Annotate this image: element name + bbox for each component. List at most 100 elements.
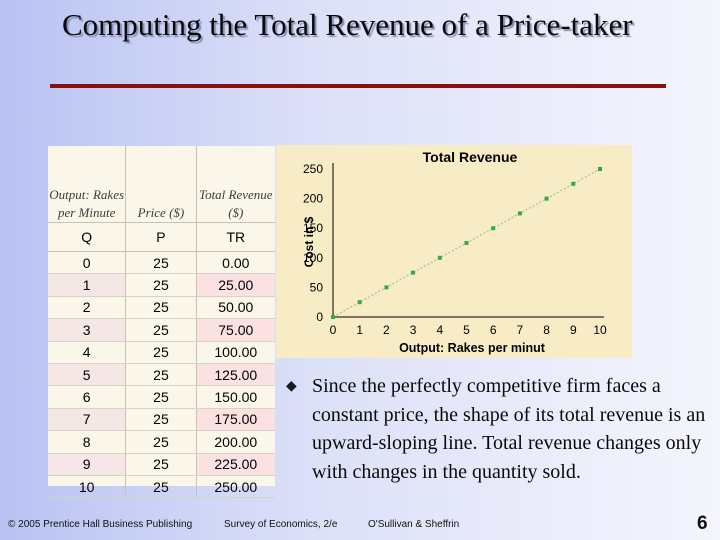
cell-tr: 175.00 xyxy=(196,408,275,432)
table-body: 0 25 0.00 1 25 25.00 2 25 50.00 3 25 75.00 4 25 100.00… xyxy=(48,251,275,499)
cell-tr: 100.00 xyxy=(196,341,275,364)
footer-book: Survey of Economics, 2/e xyxy=(224,519,338,530)
y-axis-label: Cost in $ xyxy=(302,216,316,267)
cell-p: 25 xyxy=(125,318,197,342)
footer-publisher: © 2005 Prentice Hall Business Publishing xyxy=(8,519,193,530)
cell-q: 5 xyxy=(48,363,127,387)
column-q: Q xyxy=(48,222,127,252)
table-row: 0 25 0.00 xyxy=(48,251,275,275)
cell-tr: 0.00 xyxy=(196,251,275,275)
slide-title: Computing the Total Revenue of a Price-t… xyxy=(62,7,633,42)
x-tick-label: 5 xyxy=(463,323,470,337)
y-tick-label: 250 xyxy=(303,162,323,176)
cell-tr: 200.00 xyxy=(196,430,275,454)
cell-q: 8 xyxy=(48,430,127,454)
x-tick-label: 2 xyxy=(383,323,390,337)
total-revenue-chart: Total Revenue Cost in $ Output: Rakes pe… xyxy=(276,145,632,358)
cell-tr: 225.00 xyxy=(196,453,275,476)
column-p: P xyxy=(125,222,197,252)
cell-p: 25 xyxy=(125,430,197,454)
revenue-table-panel: Output: Rakes per Minute Price ($) Total… xyxy=(48,146,275,499)
cell-p: 25 xyxy=(125,251,197,275)
cell-q: 9 xyxy=(48,453,127,476)
cell-q: 3 xyxy=(48,318,127,342)
x-axis-label: Output: Rakes per minut xyxy=(399,341,546,355)
page-number: 6 xyxy=(697,513,708,534)
table-row: 6 25 150.00 xyxy=(48,385,275,409)
table-row: 7 25 175.00 xyxy=(48,408,275,432)
cell-tr: 250.00 xyxy=(196,475,275,499)
table-row: 10 25 250.00 xyxy=(48,475,275,499)
table-row: 1 25 25.00 xyxy=(48,273,275,297)
column-tr: TR xyxy=(196,222,275,252)
x-tick-label: 4 xyxy=(436,323,443,337)
y-tick-label: 200 xyxy=(303,192,323,206)
data-point xyxy=(411,270,416,275)
x-tick-label: 10 xyxy=(593,323,607,337)
cell-q: 0 xyxy=(48,251,127,275)
table-row: 2 25 50.00 xyxy=(48,296,275,320)
cell-q: 6 xyxy=(48,385,127,409)
table-column-row: Q P TR xyxy=(48,222,275,252)
cell-p: 25 xyxy=(125,408,197,432)
footer-authors: O'Sullivan & Sheffrin xyxy=(368,519,460,530)
y-tick-label: 100 xyxy=(303,251,323,265)
cell-p: 25 xyxy=(125,341,197,364)
cell-p: 25 xyxy=(125,475,197,499)
x-tick-label: 3 xyxy=(410,323,417,337)
cell-tr: 75.00 xyxy=(196,318,275,342)
header-price: Price ($) xyxy=(125,146,197,223)
cell-p: 25 xyxy=(125,385,197,409)
table-row: 4 25 100.00 xyxy=(48,341,275,364)
cell-q: 10 xyxy=(48,475,127,499)
y-tick-label: 0 xyxy=(316,310,323,324)
chart-background xyxy=(276,145,632,358)
title-underline xyxy=(50,84,666,88)
revenue-table: Output: Rakes per Minute Price ($) Total… xyxy=(48,146,275,499)
data-point xyxy=(331,315,335,319)
x-tick-label: 0 xyxy=(330,323,337,337)
data-point xyxy=(517,211,522,216)
x-tick-label: 1 xyxy=(356,323,363,337)
y-tick-label: 150 xyxy=(303,221,323,235)
diamond-bullet-icon: ◆ xyxy=(286,377,297,393)
data-point xyxy=(544,196,549,201)
data-point xyxy=(357,300,362,305)
data-point xyxy=(598,167,602,171)
cell-p: 25 xyxy=(125,453,197,476)
chart-svg: Total Revenue Cost in $ Output: Rakes pe… xyxy=(276,145,632,358)
data-point xyxy=(491,226,496,231)
table-row: 8 25 200.00 xyxy=(48,430,275,454)
table-header-row: Output: Rakes per Minute Price ($) Total… xyxy=(48,146,275,223)
table-row: 9 25 225.00 xyxy=(48,453,275,476)
x-tick-label: 9 xyxy=(570,323,577,337)
data-point xyxy=(464,241,469,245)
header-total-revenue: Total Revenue ($) xyxy=(196,146,275,223)
bullet-text: Since the perfectly competitive firm fac… xyxy=(312,375,706,483)
cell-tr: 50.00 xyxy=(196,296,275,320)
cell-p: 25 xyxy=(125,273,197,297)
data-point xyxy=(571,181,576,186)
chart-title: Total Revenue xyxy=(423,149,518,165)
cell-tr: 25.00 xyxy=(196,273,275,297)
cell-q: 4 xyxy=(48,341,127,364)
data-point xyxy=(437,255,442,260)
x-tick-label: 8 xyxy=(543,323,550,337)
data-point xyxy=(384,285,389,290)
cell-tr: 150.00 xyxy=(196,385,275,409)
header-output: Output: Rakes per Minute xyxy=(48,146,127,223)
cell-tr: 125.00 xyxy=(196,363,275,387)
table-row: 5 25 125.00 xyxy=(48,363,275,387)
chart-series xyxy=(331,167,602,319)
chart-ticks: 0 50 100 150 200 250 0 1 2 3 4 5 6 7 8 9 10 xyxy=(303,162,607,337)
cell-q: 2 xyxy=(48,296,127,320)
y-tick-label: 50 xyxy=(310,280,324,294)
cell-p: 25 xyxy=(125,296,197,320)
cell-p: 25 xyxy=(125,363,197,387)
cell-q: 1 xyxy=(48,273,127,297)
chart-axes xyxy=(332,163,604,318)
x-tick-label: 6 xyxy=(490,323,497,337)
x-tick-label: 7 xyxy=(517,323,524,337)
cell-q: 7 xyxy=(48,408,127,432)
table-row: 3 25 75.00 xyxy=(48,318,275,342)
